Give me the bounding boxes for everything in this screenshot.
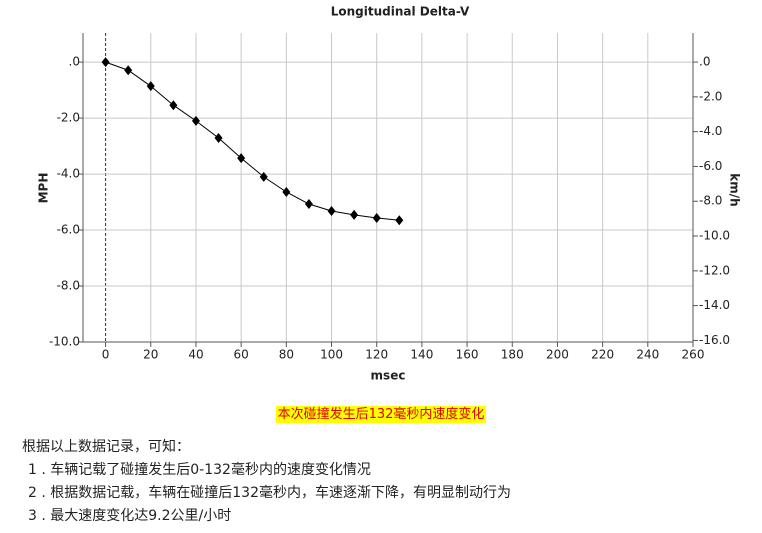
marker — [282, 186, 291, 197]
list-item: 1 . 车辆记载了碰撞发生后0-132毫秒内的速度变化情况 — [28, 462, 371, 478]
marker — [124, 65, 133, 76]
x-tick-label: 140 — [410, 348, 433, 362]
list-item: 3 . 最大速度变化达9.2公里/小时 — [28, 508, 232, 524]
y2-tick-label: -16.0 — [699, 333, 730, 347]
x-tick-label: 60 — [234, 348, 249, 362]
x-tick-label: 120 — [365, 348, 388, 362]
x-tick-label: 220 — [591, 348, 614, 362]
x-tick-label: 200 — [546, 348, 569, 362]
y-tick-label: .0 — [69, 55, 80, 69]
marker — [372, 213, 381, 224]
marker — [214, 132, 223, 143]
y2-tick-label: -10.0 — [699, 229, 730, 243]
marker — [304, 199, 313, 210]
x-tick-label: 0 — [102, 348, 110, 362]
y2-tick-label: -6.0 — [699, 159, 722, 173]
y2-axis-label: km/h — [728, 173, 742, 206]
marker — [259, 171, 268, 182]
chart: Longitudinal Delta-V msec MPH km/h 0 20 40… — [37, 5, 742, 383]
x-tick-label: 180 — [501, 348, 524, 362]
x-axis-label: msec — [371, 369, 406, 383]
intro: 根据以上数据记录，可知： — [22, 439, 190, 455]
x-tick-label: 80 — [279, 348, 294, 362]
plot-area — [83, 33, 693, 342]
item-list: 1 . 车辆记载了碰撞发生后0-132毫秒内的速度变化情况 2 . 根据数据记载，… — [22, 459, 511, 528]
chart-title: Longitudinal Delta-V — [331, 5, 470, 19]
marker — [237, 153, 246, 164]
marker — [191, 115, 200, 126]
y-tick-label: -2.0 — [57, 111, 80, 125]
y2-tick-label: -14.0 — [699, 298, 730, 312]
y2-tick-label: -12.0 — [699, 263, 730, 277]
caption-box: 本次碰撞发生后132毫秒内速度变化 — [0, 403, 762, 423]
x-tick-label: 40 — [188, 348, 203, 362]
y2-tick-label: -4.0 — [699, 124, 722, 138]
x-tick-label: 100 — [320, 348, 343, 362]
y-tick-label: -8.0 — [57, 279, 80, 293]
y-tick-label: -4.0 — [57, 167, 80, 181]
series-line — [105, 61, 400, 221]
y2-tick-label: -8.0 — [699, 194, 722, 208]
y-tick-label: -6.0 — [57, 223, 80, 237]
marker — [350, 209, 359, 220]
marker — [395, 215, 404, 226]
marker — [169, 100, 178, 111]
caption: 本次碰撞发生后132毫秒内速度变化 — [275, 406, 487, 423]
x-tick-label: 160 — [456, 348, 479, 362]
y-axis-label: MPH — [37, 173, 51, 204]
marker — [101, 57, 110, 68]
x-tick-label: 260 — [682, 348, 705, 362]
y2-tick-label: .0 — [699, 55, 710, 69]
x-tick-label: 20 — [143, 348, 158, 362]
y2-tick-label: -2.0 — [699, 89, 722, 103]
notes: 根据以上数据记录，可知： 1 . 车辆记载了碰撞发生后0-132毫秒内的速度变化… — [22, 436, 511, 528]
y-tick-label: -10.0 — [49, 335, 80, 349]
x-tick-label: 240 — [636, 348, 659, 362]
marker — [146, 81, 155, 92]
marker — [327, 206, 336, 217]
list-item: 2 . 根据数据记载，车辆在碰撞后132毫秒内，车速逐渐下降，有明显制动行为 — [28, 485, 511, 501]
